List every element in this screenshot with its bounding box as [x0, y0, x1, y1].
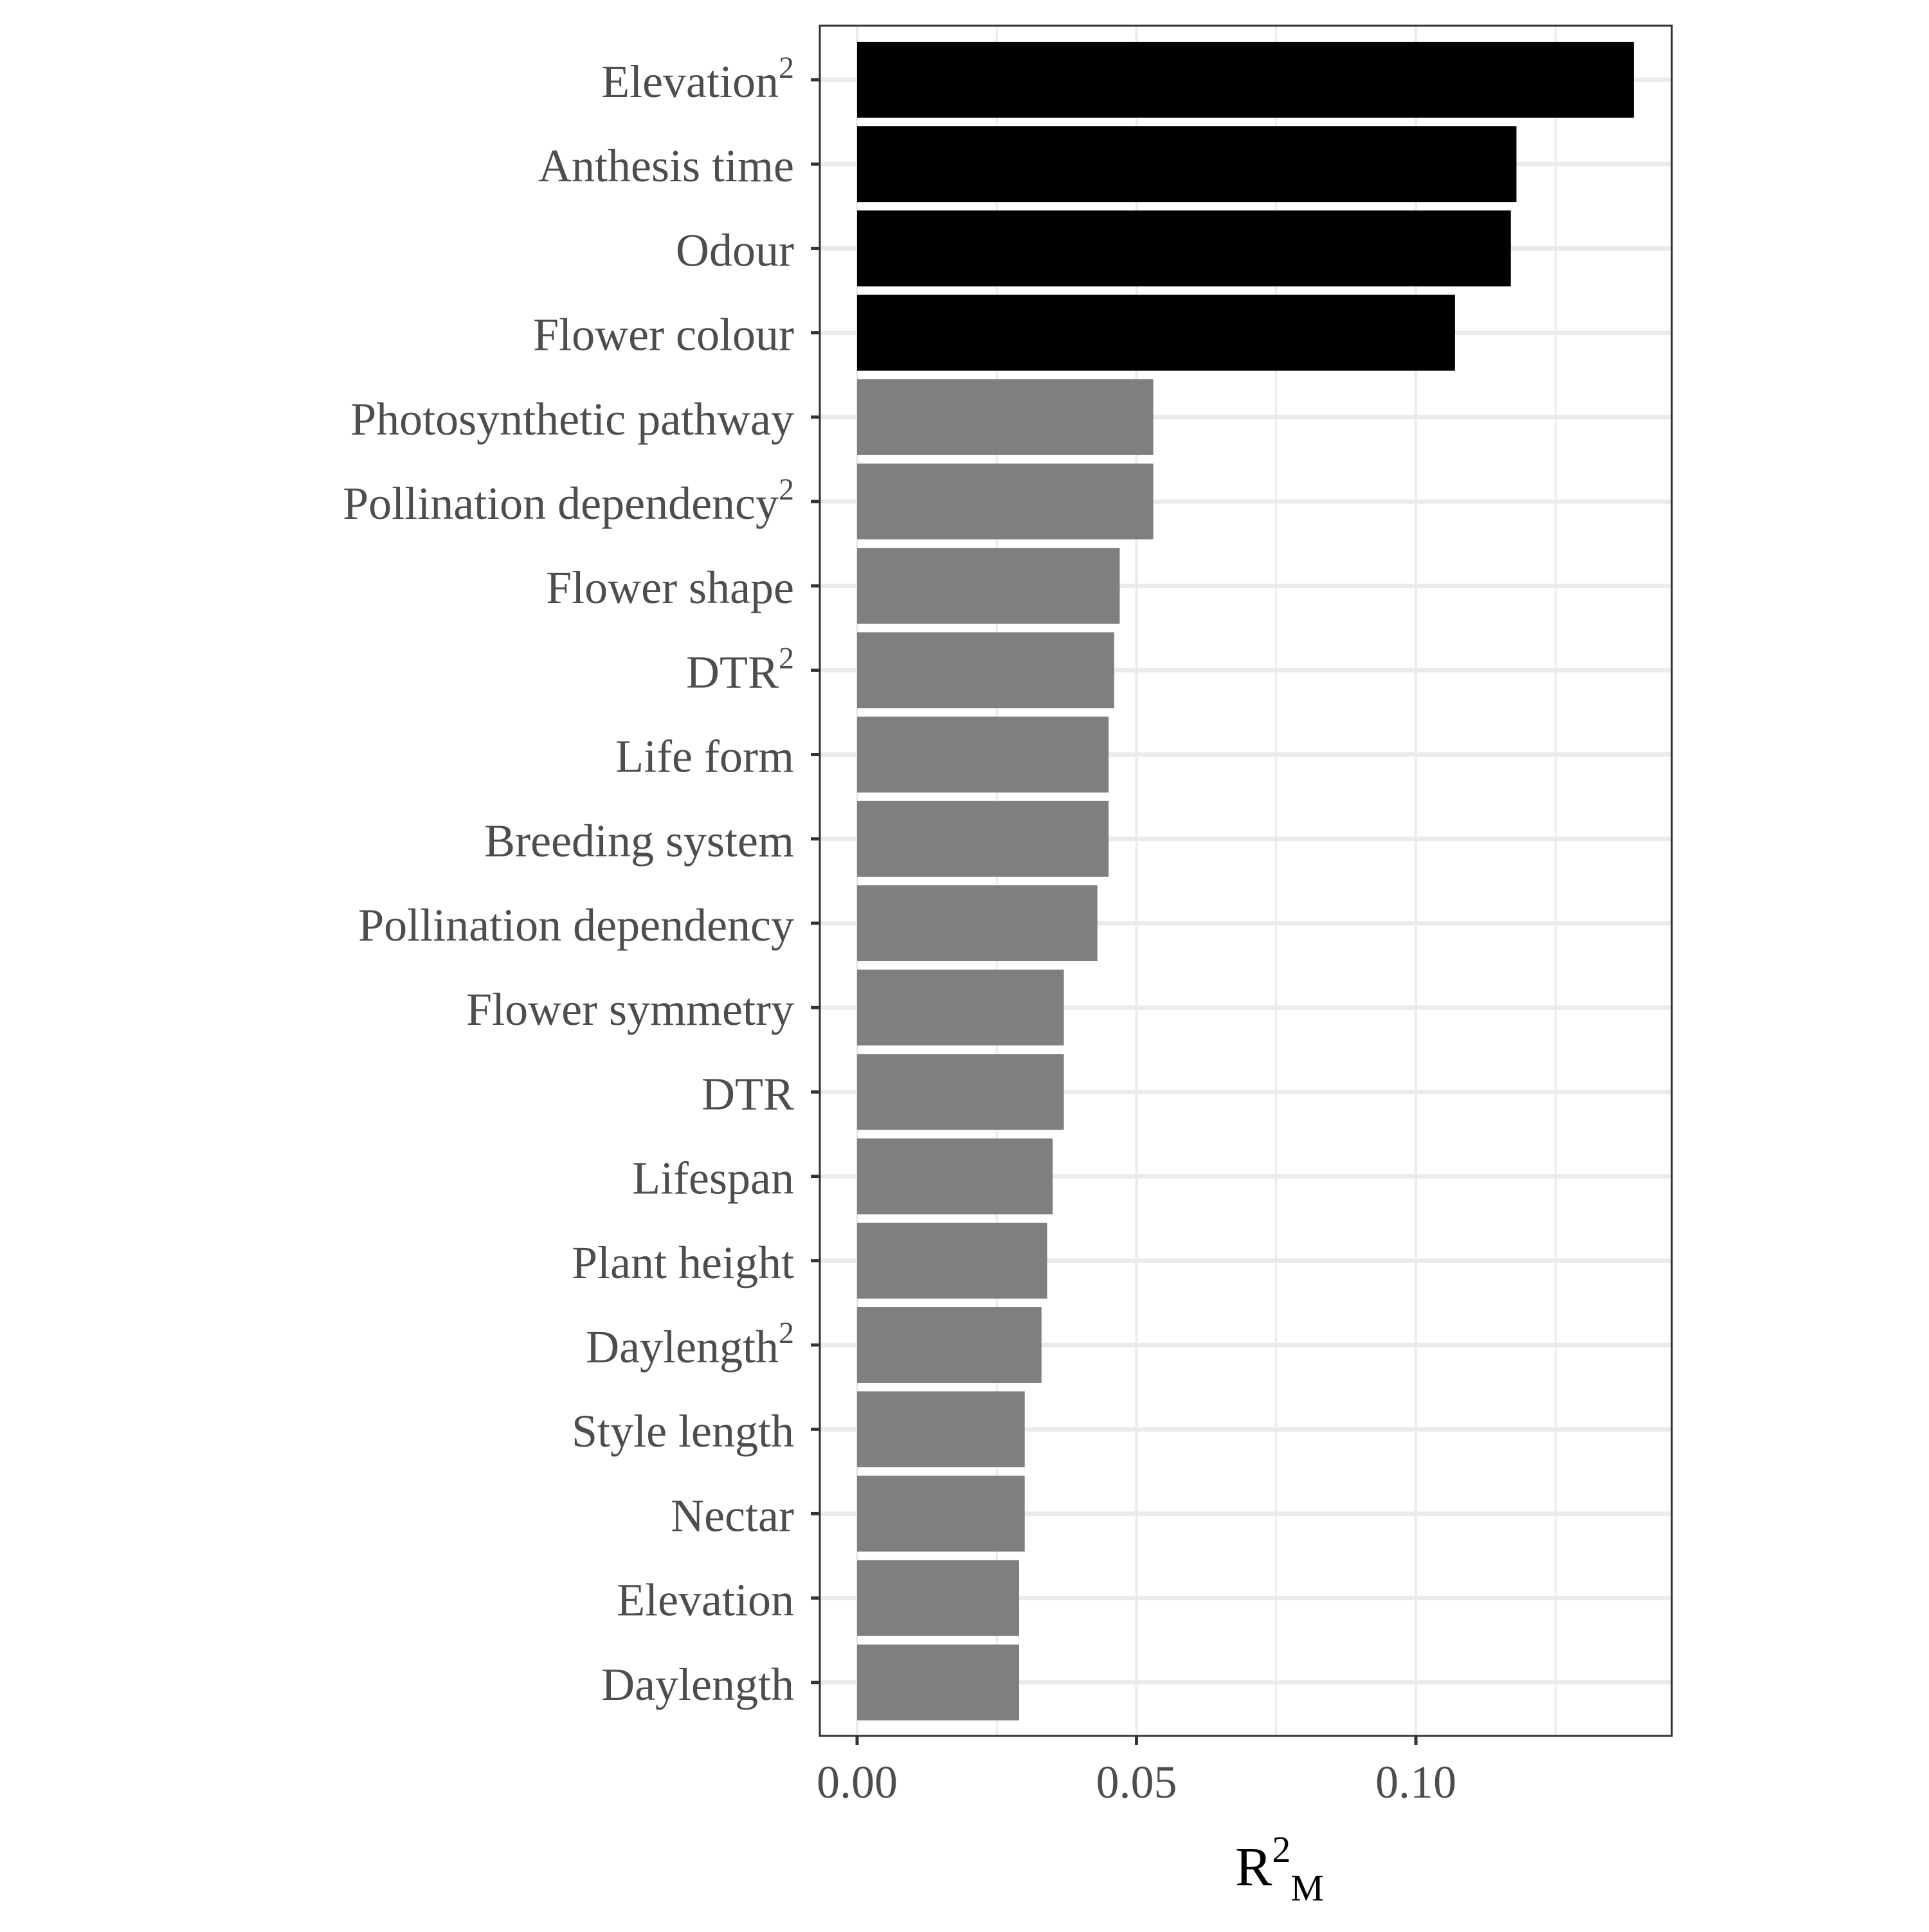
y-tick-label-sup: 2	[779, 51, 794, 85]
y-tick-label-text: Breeding system	[484, 815, 794, 867]
x-tick-label: 0.05	[1096, 1756, 1177, 1808]
y-tick-label: Breeding system	[484, 815, 794, 867]
y-tick-label: Flower symmetry	[466, 984, 794, 1035]
y-tick-label: Style length	[572, 1405, 794, 1457]
bar	[857, 970, 1064, 1046]
y-tick-label: Life form	[615, 731, 794, 782]
y-tick-label-text: Photosynthetic pathway	[350, 393, 794, 445]
y-tick-label-text: Flower shape	[546, 562, 794, 613]
y-tick-label-text: Plant height	[572, 1237, 794, 1288]
bar	[857, 885, 1098, 961]
y-tick-label-sup: 2	[779, 473, 794, 507]
bar	[857, 1560, 1020, 1636]
y-tick-label-text: Life form	[615, 731, 794, 782]
bar	[857, 1644, 1020, 1720]
y-tick-label-text: Pollination dependency	[343, 478, 779, 529]
y-tick-label: Anthesis time	[538, 140, 794, 192]
y-tick-label: Pollination dependency2	[343, 473, 794, 529]
x-axis-title-base: R	[1235, 1836, 1272, 1897]
y-tick-label-text: Elevation	[617, 1575, 794, 1626]
y-tick-label: DTR	[702, 1068, 794, 1119]
x-axis-title-sub: M	[1291, 1867, 1324, 1909]
y-tick-label: Nectar	[671, 1490, 794, 1541]
plot-frame	[819, 24, 1673, 1737]
bar	[857, 294, 1455, 371]
bar	[857, 548, 1120, 624]
y-tick-label-sup: 2	[779, 641, 794, 675]
y-tick-label: Lifespan	[632, 1153, 794, 1204]
y-tick-label-text: DTR	[702, 1068, 794, 1119]
y-tick-label-text: Nectar	[671, 1490, 794, 1541]
y-tick-label: Elevation	[617, 1575, 794, 1626]
y-tick-label: Photosynthetic pathway	[350, 393, 794, 445]
y-tick-label: Plant height	[572, 1237, 794, 1288]
x-axis-title-sup: 2	[1272, 1828, 1291, 1870]
y-tick-label-text: Daylength	[586, 1321, 779, 1373]
y-tick-label-text: Anthesis time	[538, 140, 794, 192]
y-tick-label: Odour	[676, 224, 794, 276]
bars	[857, 42, 1634, 1720]
bar	[857, 716, 1109, 793]
y-tick-label: Daylength2	[586, 1316, 794, 1373]
bar	[857, 1476, 1025, 1552]
y-tick-label: Pollination dependency	[358, 899, 794, 951]
y-tick-label-text: Elevation	[601, 56, 779, 107]
bar	[857, 1391, 1025, 1468]
y-tick-label-text: Odour	[676, 224, 794, 276]
x-axis-title: R2M	[1235, 1828, 1324, 1909]
bar	[857, 1307, 1042, 1383]
x-tick-label: 0.00	[817, 1756, 898, 1808]
bar	[857, 1222, 1047, 1299]
y-tick-label-text: Lifespan	[632, 1153, 794, 1204]
y-tick-label: Flower colour	[533, 309, 794, 361]
bar	[857, 379, 1154, 455]
y-tick-label-sup: 2	[779, 1316, 794, 1350]
y-tick-label-text: Flower symmetry	[466, 984, 794, 1035]
bar	[857, 1054, 1064, 1130]
x-axis: 0.00 0.05 0.10	[817, 1736, 1456, 1808]
bar	[857, 632, 1114, 709]
bar	[857, 464, 1154, 539]
y-tick-label: Elevation2	[601, 51, 794, 107]
y-tick-label: DTR2	[686, 641, 794, 698]
y-tick-label: Daylength	[601, 1659, 794, 1710]
y-tick-label-text: Pollination dependency	[358, 899, 794, 951]
y-tick-label: Flower shape	[546, 562, 794, 613]
x-tick-label: 0.10	[1375, 1756, 1456, 1808]
bar	[857, 1138, 1053, 1214]
y-tick-label-text: Style length	[572, 1405, 794, 1457]
bar	[857, 126, 1517, 203]
bar	[857, 42, 1634, 118]
bar	[857, 800, 1109, 877]
y-tick-label-text: Flower colour	[533, 309, 794, 361]
y-tick-label-text: DTR	[686, 646, 779, 698]
y-tick-label-text: Daylength	[601, 1659, 794, 1710]
bar	[857, 210, 1511, 287]
